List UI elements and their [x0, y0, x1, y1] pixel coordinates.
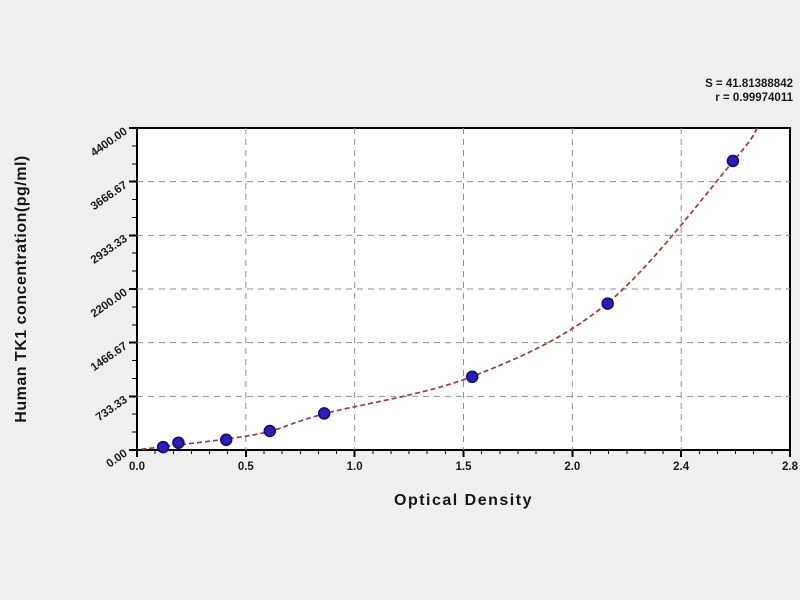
data-point: [726, 154, 740, 168]
fit-stat-correlation: r = 0.99974011: [715, 92, 793, 104]
fitted-curve: [141, 127, 759, 451]
y-tick-label: 2933.33: [89, 233, 130, 267]
data-point: [465, 370, 479, 384]
fit-statistics: S = 41.81388842 r = 0.99974011: [705, 77, 793, 105]
y-tick-label: 3666.67: [89, 179, 130, 213]
y-tick-label: 4400.00: [89, 126, 130, 160]
data-point: [601, 297, 614, 310]
x-tick-label: 2.8: [782, 461, 799, 473]
data-point: [317, 407, 331, 420]
y-tick-label: 2200.00: [89, 287, 130, 321]
y-tick-label: 1466.67: [89, 340, 130, 374]
x-tick-label: 2.4: [673, 461, 690, 473]
y-tick-label: 733.33: [94, 394, 130, 424]
x-tick-label: 1.5: [456, 461, 473, 473]
data-point: [156, 440, 170, 454]
data-point: [263, 424, 277, 438]
x-tick-label: 0.5: [238, 461, 255, 473]
x-tick-label: 1.0: [347, 461, 363, 473]
data-point: [219, 433, 233, 447]
y-tick-label: 0.00: [104, 448, 129, 471]
x-tick-label: 0.0: [129, 461, 145, 473]
x-axis-title: Optical Density: [394, 492, 533, 509]
x-tick-label: 2.0: [564, 461, 580, 473]
fit-stat-standard-error: S = 41.81388842: [705, 78, 793, 90]
data-point: [172, 436, 185, 449]
